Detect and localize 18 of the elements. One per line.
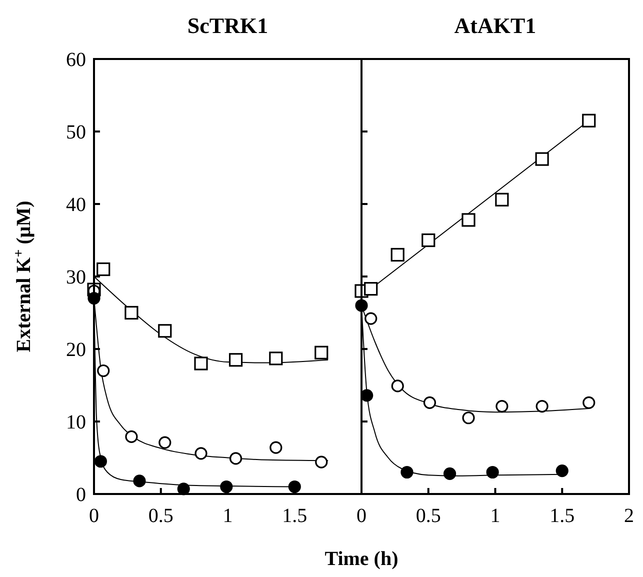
x-tick-label: 0.5 [416,505,441,527]
x-tick-label: 0.5 [148,505,174,527]
y-tick-label: 40 [66,194,86,216]
x-tick-label: 0 [356,505,366,527]
x-axis-title: Time (h) [324,548,398,570]
y-tick-label: 20 [66,339,86,361]
x-tick-label: 2 [624,505,634,527]
chart-title: ScTRK1 [187,13,268,38]
chart-title: AtAKT1 [454,13,536,38]
y-tick-label: 30 [66,266,86,288]
x-tick-label: 1 [222,505,233,527]
y-tick-label: 0 [76,484,86,506]
x-tick-label: 1.5 [282,505,308,527]
x-tick-label: 1.5 [550,505,575,527]
y-tick-label: 10 [66,412,86,434]
y-tick-label: 50 [66,122,86,144]
y-tick-label: 60 [66,49,86,71]
x-tick-label: 1 [490,505,500,527]
